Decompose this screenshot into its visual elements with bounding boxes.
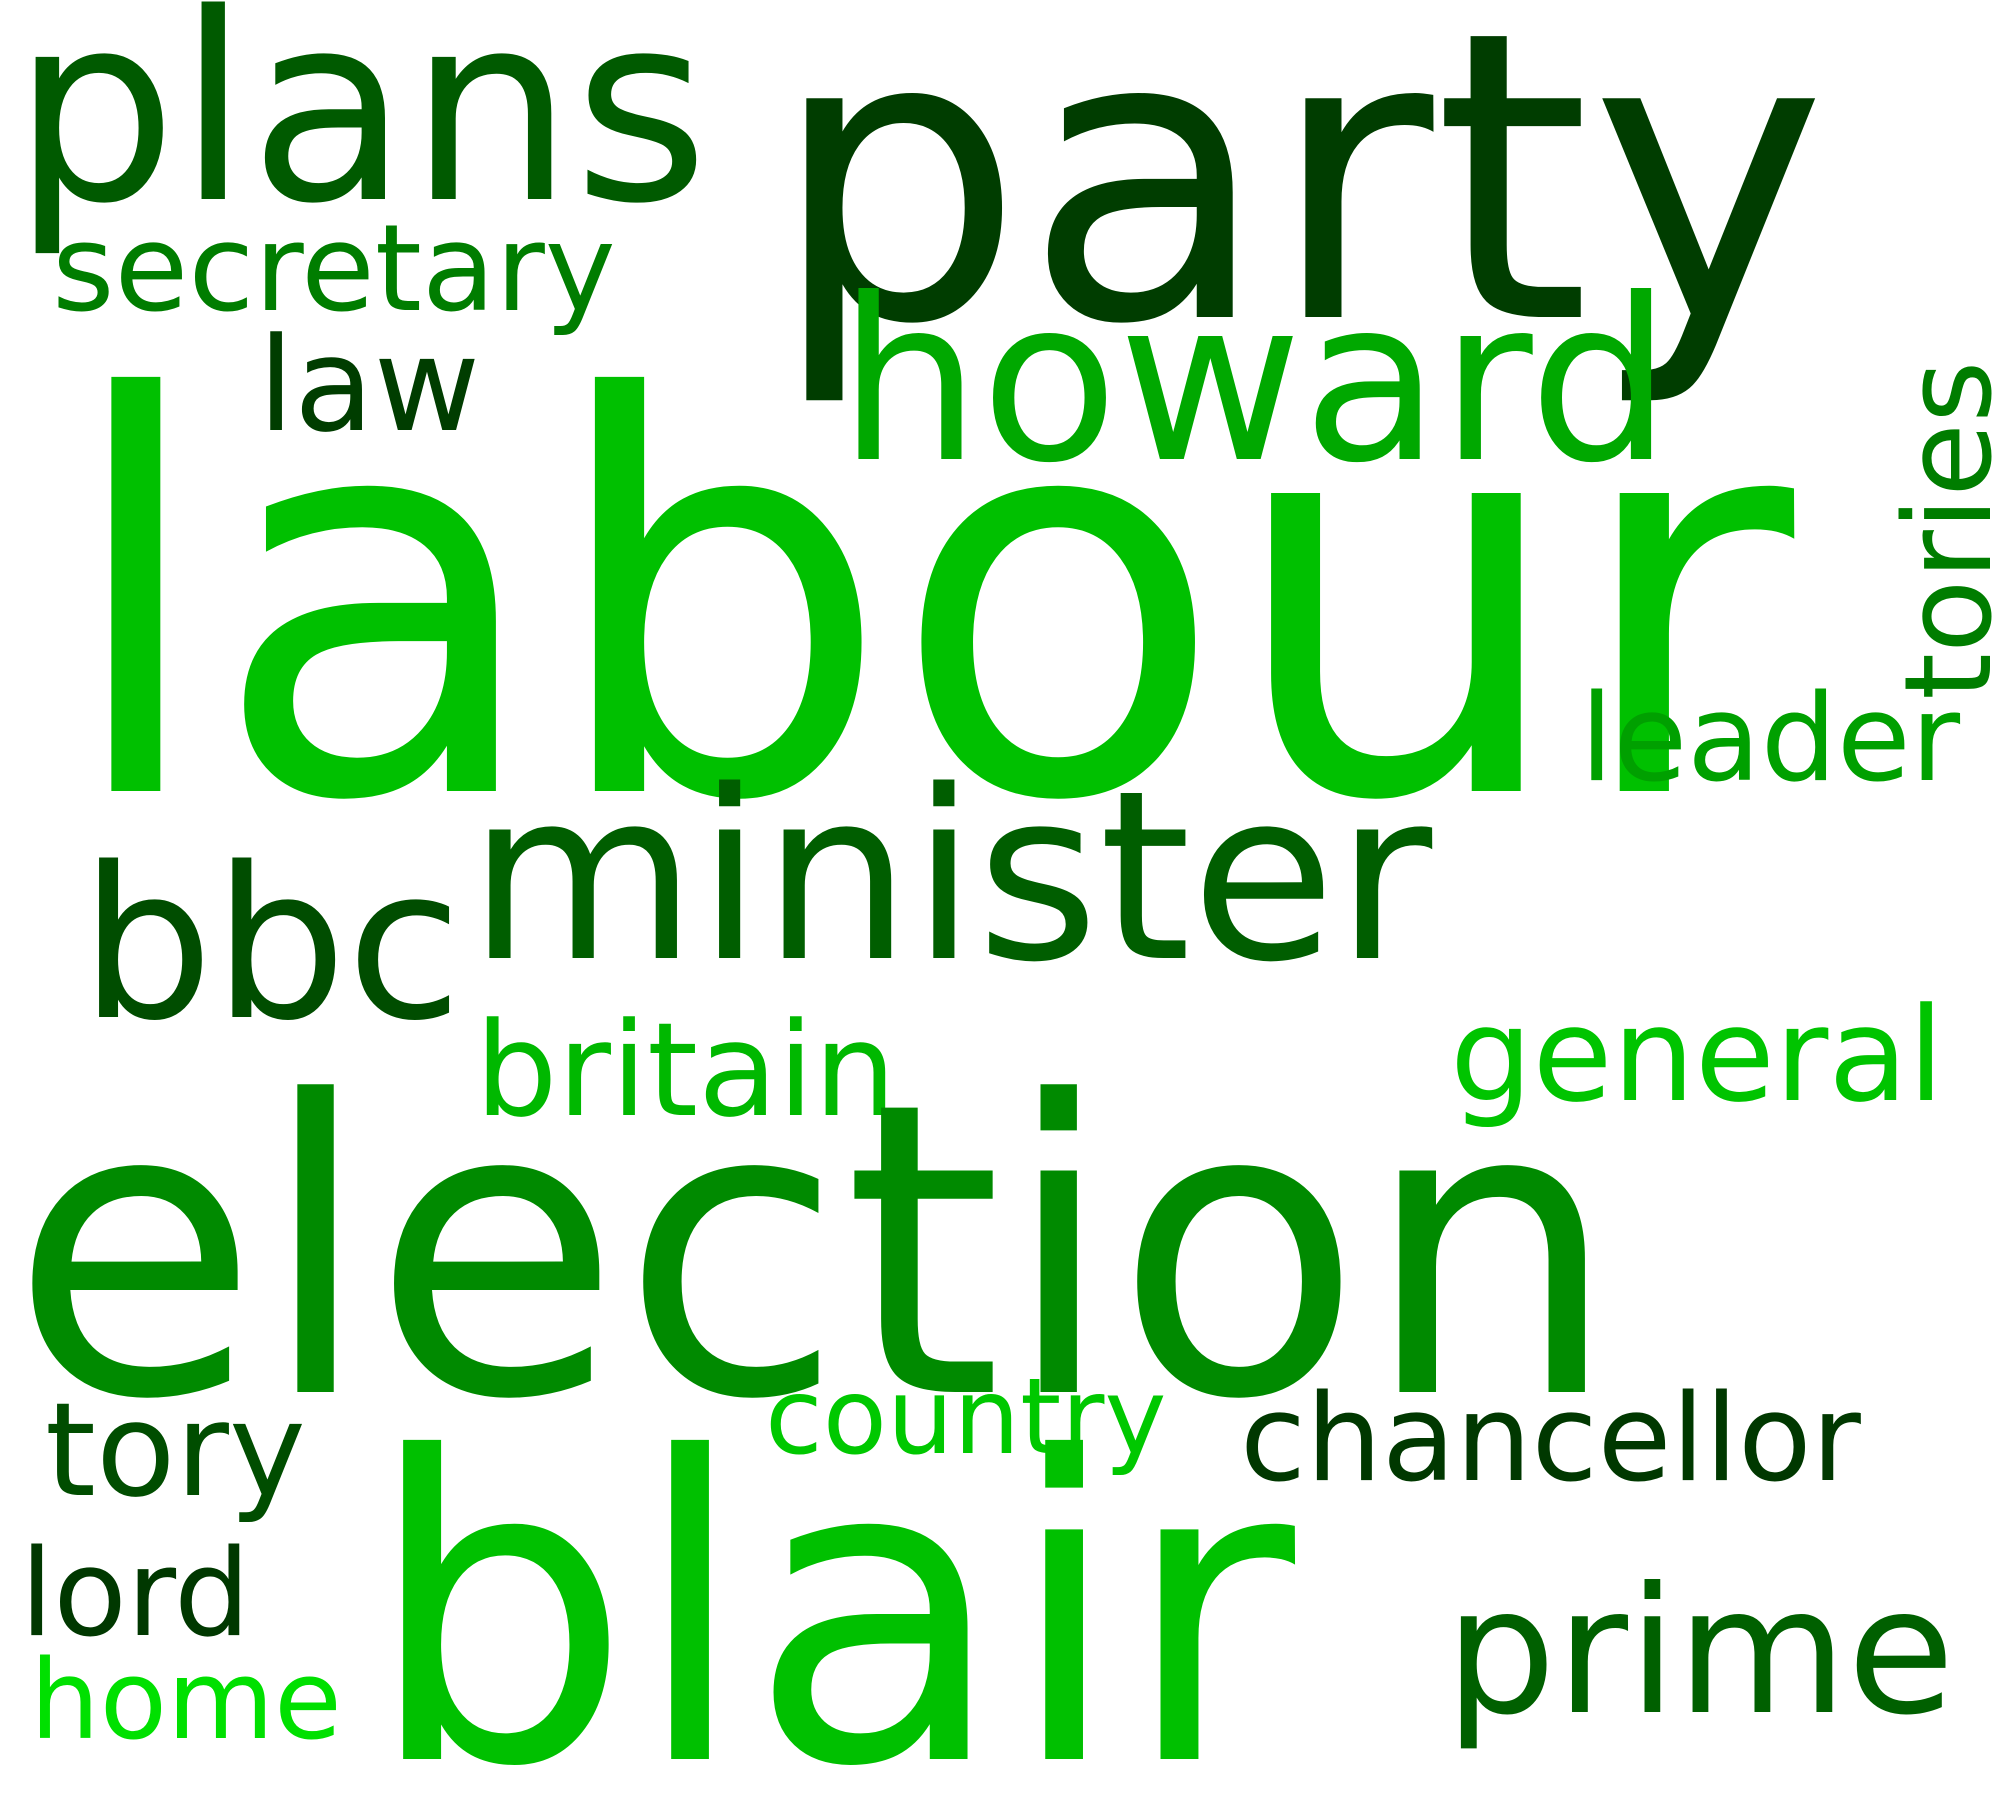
word-lord: lord xyxy=(20,1525,251,1664)
word-secretary: secretary xyxy=(52,200,616,339)
word-general: general xyxy=(1450,979,1945,1131)
word-party: party xyxy=(770,0,1828,412)
word-leader: leader xyxy=(1580,670,1961,809)
word-plans: plans xyxy=(12,0,709,261)
word-tories: tories xyxy=(1880,360,2000,701)
word-election: election xyxy=(10,1016,1620,1488)
word-labour: labour xyxy=(60,285,1795,920)
word-chancellor: chancellor xyxy=(1240,1370,1861,1509)
word-howard: howard xyxy=(838,251,1672,513)
word-bbc: bbc xyxy=(80,822,463,1067)
word-home: home xyxy=(30,1636,342,1764)
word-prime: prime xyxy=(1445,1551,1955,1754)
word-britain: britain xyxy=(475,994,897,1146)
word-tory: tory xyxy=(45,1374,306,1526)
word-minister: minister xyxy=(468,741,1433,1014)
word-law: law xyxy=(258,309,481,461)
word-country: country xyxy=(765,1356,1167,1478)
word-blair: blair xyxy=(365,1370,1296,1800)
